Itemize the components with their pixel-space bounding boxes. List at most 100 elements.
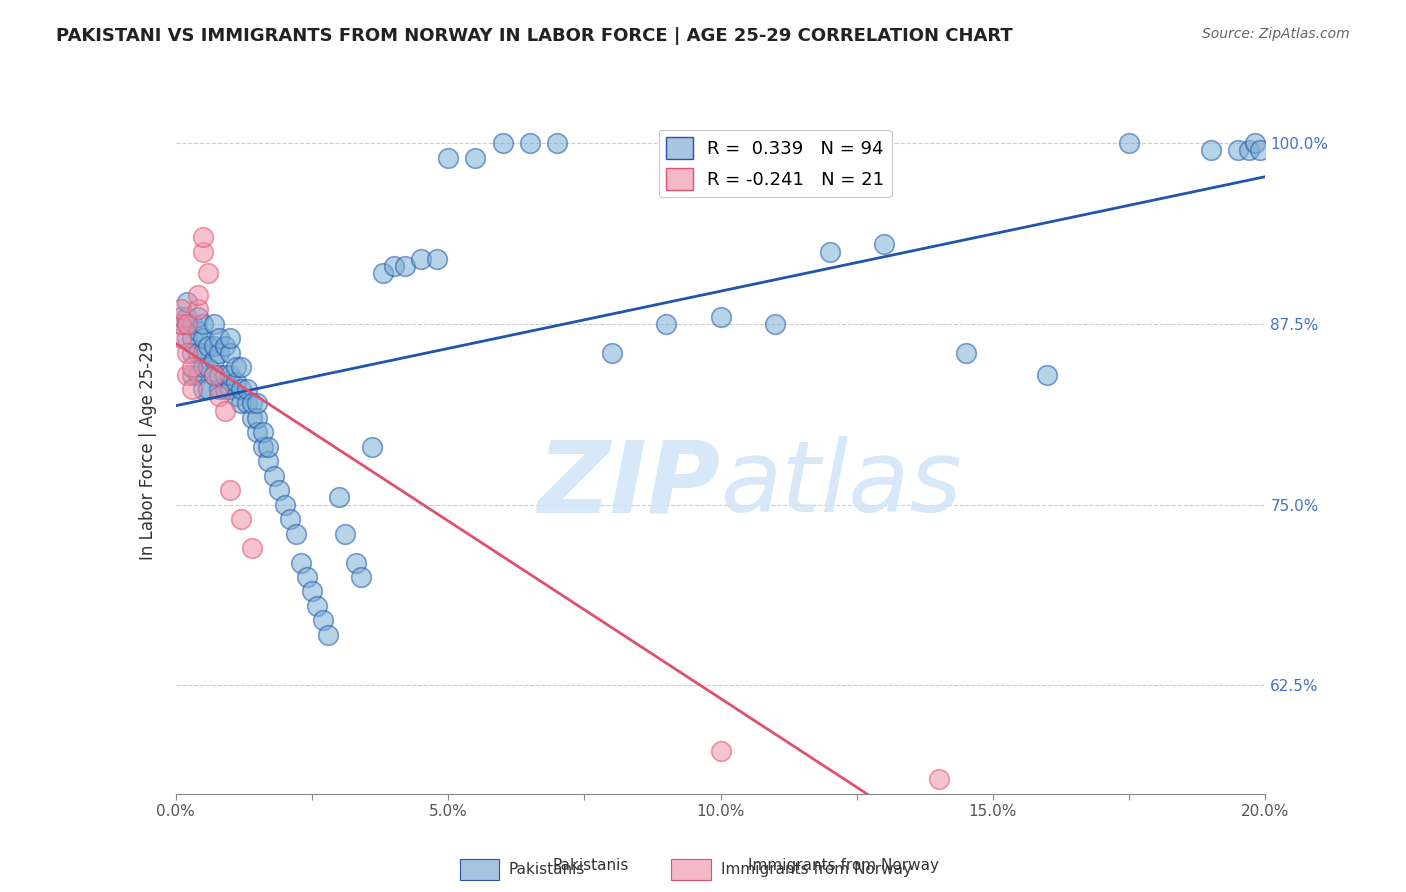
Point [197, 382, 219, 396]
Point [202, 353, 225, 368]
Point [928, 772, 950, 787]
Point [1199, 144, 1222, 158]
Point [333, 526, 356, 541]
Point [208, 389, 231, 403]
Point [1237, 144, 1260, 158]
Text: PAKISTANI VS IMMIGRANTS FROM NORWAY IN LABOR FORCE | AGE 25-29 CORRELATION CHART: PAKISTANI VS IMMIGRANTS FROM NORWAY IN L… [56, 27, 1012, 45]
Point [214, 338, 236, 352]
Point [1243, 136, 1265, 151]
Legend: R =  0.339   N = 94, R = -0.241   N = 21: R = 0.339 N = 94, R = -0.241 N = 21 [658, 130, 891, 197]
Point [274, 498, 297, 512]
Point [600, 346, 623, 360]
Point [437, 151, 460, 165]
Point [181, 346, 204, 360]
Point [290, 556, 312, 570]
Point [257, 454, 280, 468]
Point [191, 317, 214, 331]
Point [219, 368, 242, 382]
Point [191, 331, 214, 345]
Point [186, 288, 209, 302]
Point [231, 360, 253, 375]
Point [186, 310, 209, 324]
Text: atlas: atlas [721, 436, 962, 533]
Point [176, 317, 198, 331]
Point [191, 230, 214, 244]
Point [231, 512, 253, 526]
Point [295, 570, 318, 584]
Point [710, 743, 733, 757]
Text: Immigrants from Norway: Immigrants from Norway [720, 863, 911, 877]
Point [284, 526, 307, 541]
Point [176, 331, 198, 345]
Point [186, 368, 209, 382]
Point [186, 302, 209, 317]
Point [312, 613, 335, 627]
Point [208, 331, 231, 345]
Point [191, 360, 214, 375]
Point [360, 440, 382, 454]
Bar [460, 859, 499, 880]
Point [1036, 368, 1059, 382]
Point [1118, 136, 1140, 151]
Point [263, 468, 285, 483]
Point [197, 266, 219, 280]
Point [197, 338, 219, 352]
Point [710, 310, 733, 324]
Text: Pakistanis: Pakistanis [509, 863, 585, 877]
Point [240, 541, 263, 555]
Point [328, 491, 350, 505]
Point [208, 346, 231, 360]
Point [257, 440, 280, 454]
Point [191, 382, 214, 396]
Point [225, 360, 247, 375]
Point [219, 483, 242, 498]
Point [371, 266, 394, 280]
Point [464, 151, 486, 165]
Text: Source: ZipAtlas.com: Source: ZipAtlas.com [1202, 27, 1350, 41]
Point [170, 331, 193, 345]
Point [231, 382, 253, 396]
Point [240, 396, 263, 410]
Point [202, 338, 225, 352]
Point [170, 317, 193, 331]
Point [176, 368, 198, 382]
Point [955, 346, 977, 360]
Point [186, 324, 209, 338]
Point [235, 382, 257, 396]
Point [181, 382, 204, 396]
Point [197, 360, 219, 375]
Point [202, 317, 225, 331]
Point [873, 237, 896, 252]
Point [176, 295, 198, 310]
Point [301, 584, 323, 599]
Point [344, 556, 367, 570]
Bar [672, 859, 710, 880]
Point [202, 368, 225, 382]
Point [219, 331, 242, 345]
Point [492, 136, 515, 151]
Point [231, 396, 253, 410]
Point [235, 396, 257, 410]
Point [181, 331, 204, 345]
Point [208, 382, 231, 396]
Point [186, 346, 209, 360]
Point [170, 302, 193, 317]
Point [176, 346, 198, 360]
Point [219, 346, 242, 360]
Point [170, 310, 193, 324]
Point [170, 317, 193, 331]
Point [409, 252, 432, 266]
Point [214, 403, 236, 417]
Point [307, 599, 329, 613]
Point [240, 411, 263, 425]
Point [191, 244, 214, 259]
Point [246, 425, 269, 440]
Point [176, 317, 198, 331]
Point [202, 368, 225, 382]
Point [426, 252, 449, 266]
Point [818, 244, 841, 259]
Point [252, 440, 274, 454]
Point [394, 259, 416, 273]
Text: Pakistanis: Pakistanis [553, 858, 628, 872]
Point [214, 368, 236, 382]
